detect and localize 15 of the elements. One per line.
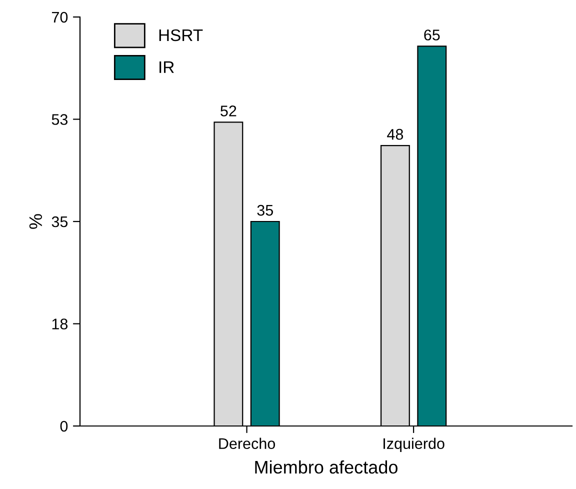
- legend-label: IR: [160, 61, 174, 73]
- data-label: 65: [424, 30, 440, 40]
- y-tick-label: 70: [52, 12, 68, 23]
- data-label: 48: [387, 128, 404, 140]
- legend-label: HSRT: [159, 29, 203, 42]
- y-tick-label: 0: [60, 420, 68, 432]
- y-axis-title: %: [29, 214, 42, 229]
- data-label: 52: [220, 106, 236, 116]
- x-tick-label: Derecho: [219, 438, 276, 450]
- y-tick-label: 35: [52, 216, 68, 228]
- y-tick-label: 18: [52, 318, 68, 330]
- x-tick-label: Izquierdo: [384, 438, 444, 452]
- x-axis-title: Miembro afectado: [255, 460, 398, 474]
- y-tick-label: 53: [52, 114, 68, 125]
- data-label: 35: [257, 204, 273, 216]
